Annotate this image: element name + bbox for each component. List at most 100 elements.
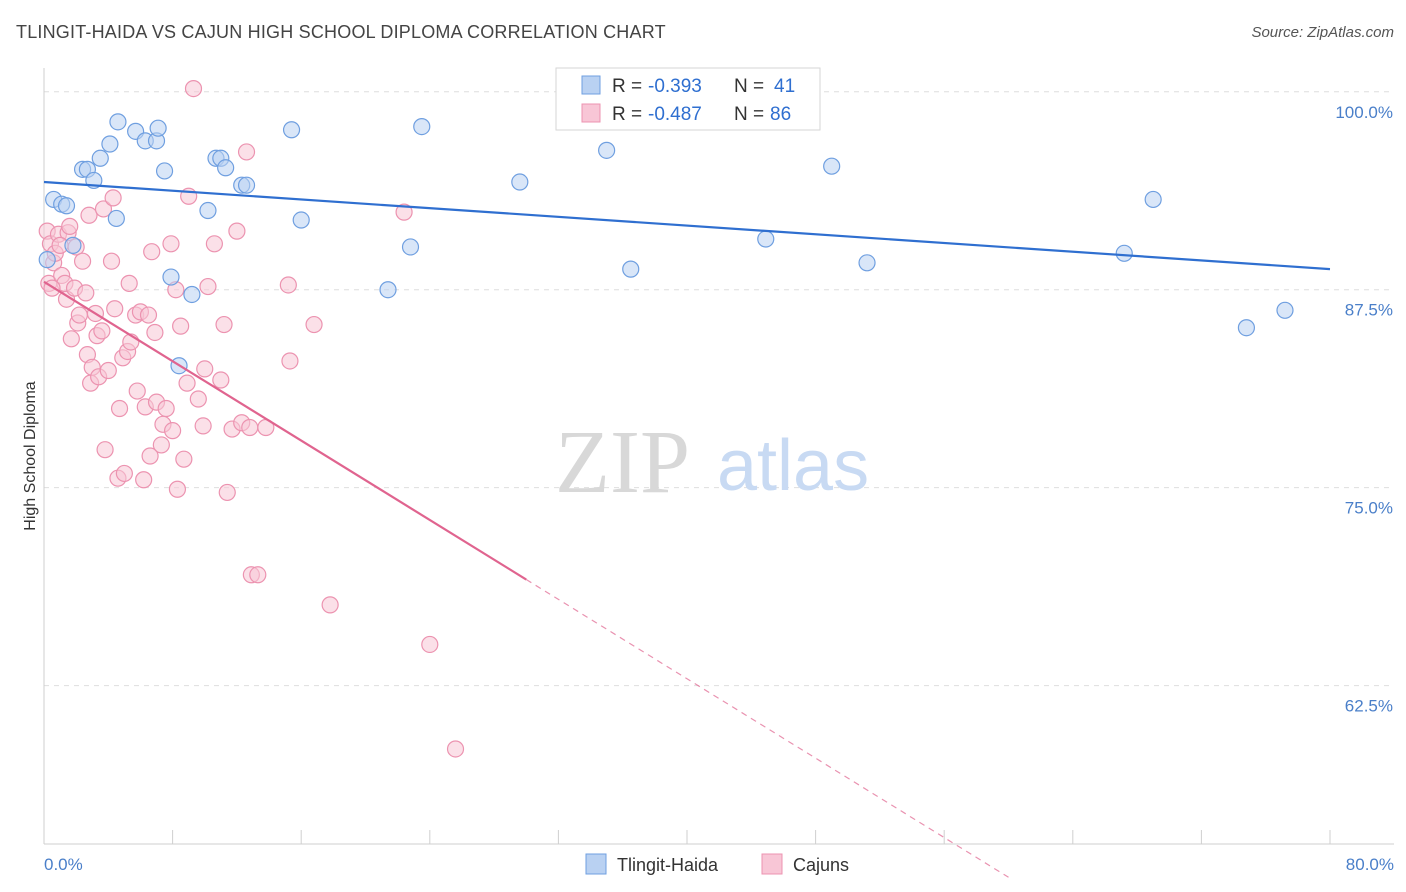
cajuns-point bbox=[184, 79, 203, 98]
legend-r-label-1: R = bbox=[612, 76, 642, 97]
tlingit-haida-point bbox=[155, 162, 174, 180]
cajuns-point bbox=[279, 276, 297, 294]
legend-swatch-tlingit bbox=[581, 75, 601, 95]
tlingit-haida-point bbox=[511, 173, 529, 191]
y-tick-label: 62.5% bbox=[1345, 697, 1393, 716]
cajuns-point bbox=[61, 217, 79, 235]
cajuns-point bbox=[102, 252, 121, 270]
tlingit-haida-point bbox=[91, 149, 109, 167]
x-tick-label-max: 80.0% bbox=[1346, 855, 1394, 874]
watermark-zip: ZIP bbox=[555, 413, 690, 512]
tlingit-haida-point bbox=[149, 119, 167, 137]
tlingit-haida-point bbox=[101, 135, 119, 153]
trend-line bbox=[43, 180, 1331, 271]
tlingit-haida-point bbox=[217, 159, 235, 177]
tlingit-haida-point bbox=[858, 254, 876, 272]
tlingit-haida-point bbox=[199, 201, 217, 220]
legend-r-value-1: -0.393 bbox=[648, 76, 702, 97]
legend-n-value-2: 86 bbox=[770, 104, 791, 125]
source-label: Source: ZipAtlas.com bbox=[1251, 24, 1394, 41]
cajuns-point bbox=[172, 317, 190, 335]
cajuns-point bbox=[93, 322, 111, 340]
cajuns-point bbox=[215, 315, 233, 334]
cajuns-point bbox=[196, 360, 214, 378]
x-tick-label-min: 0.0% bbox=[44, 855, 83, 874]
cajuns-point bbox=[73, 252, 92, 270]
cajuns-point bbox=[128, 382, 146, 400]
cajuns-point bbox=[110, 399, 129, 418]
tlingit-haida-point bbox=[401, 238, 420, 256]
cajuns-point bbox=[175, 450, 193, 468]
y-axis-label: High School Diploma bbox=[22, 381, 39, 531]
tlingit-haida-point bbox=[757, 230, 775, 248]
tlingit-haida-point bbox=[237, 176, 256, 194]
tlingit-haida-point bbox=[1144, 190, 1162, 209]
cajuns-point bbox=[162, 235, 180, 253]
cajuns-point bbox=[139, 306, 158, 324]
cajuns-point bbox=[321, 596, 339, 614]
trend-lines bbox=[43, 180, 1331, 878]
cajuns-point bbox=[199, 277, 217, 296]
cajuns-point bbox=[80, 206, 98, 224]
cajuns-point bbox=[120, 274, 138, 292]
cajuns-point bbox=[106, 300, 124, 318]
cajuns-point bbox=[421, 635, 439, 654]
cajuns-point bbox=[94, 200, 113, 218]
bottom-legend-swatch-tlingit bbox=[585, 853, 607, 875]
tlingit-haida-point bbox=[413, 117, 431, 136]
cajuns-point bbox=[178, 374, 196, 392]
tlingit-haida-point bbox=[38, 251, 56, 269]
cajuns-point bbox=[281, 352, 299, 370]
legend-swatch-cajuns bbox=[581, 103, 601, 123]
y-tick-labels: 100.0% 87.5% 75.0% 62.5% bbox=[1335, 103, 1393, 716]
trend-line-extension bbox=[525, 579, 1009, 878]
y-tick-label: 75.0% bbox=[1345, 499, 1393, 518]
tlingit-haida-point bbox=[183, 285, 201, 304]
bottom-legend-label-tlingit: Tlingit-Haida bbox=[617, 855, 719, 875]
cajuns-point bbox=[237, 143, 256, 161]
cajuns-point bbox=[395, 203, 413, 221]
tlingit-haida-point bbox=[282, 121, 301, 139]
cajuns-point bbox=[228, 222, 246, 240]
watermark-atlas: atlas bbox=[717, 426, 869, 506]
cajuns-point bbox=[96, 441, 114, 459]
legend-n-label-1: N = bbox=[734, 76, 764, 97]
cajuns-point bbox=[168, 480, 187, 498]
legend-n-label-2: N = bbox=[734, 104, 764, 125]
cajuns-point bbox=[218, 483, 236, 502]
cajuns-point bbox=[143, 243, 161, 261]
tlingit-haida-point bbox=[1115, 244, 1133, 262]
cajuns-point bbox=[241, 418, 259, 437]
tlingit-haida-point bbox=[622, 260, 640, 278]
legend-bottom: Tlingit-Haida Cajuns bbox=[585, 853, 849, 875]
cajuns-point bbox=[194, 417, 212, 435]
cajuns-point bbox=[99, 361, 117, 380]
tlingit-haida-point bbox=[107, 209, 125, 228]
x-ticks bbox=[43, 830, 1331, 844]
cajuns-point bbox=[189, 390, 207, 408]
cajuns-point bbox=[77, 284, 95, 302]
cajuns-point bbox=[205, 235, 223, 253]
y-tick-label: 100.0% bbox=[1335, 103, 1393, 122]
tlingit-haida-point bbox=[292, 211, 310, 229]
tlingit-haida-point bbox=[379, 281, 397, 299]
bottom-legend-swatch-cajuns bbox=[761, 853, 783, 875]
cajuns-point bbox=[249, 566, 267, 584]
cajuns-point bbox=[115, 464, 133, 483]
legend-n-value-1: 41 bbox=[774, 76, 795, 97]
legend-r-label-2: R = bbox=[612, 104, 642, 125]
cajuns-point bbox=[70, 306, 88, 324]
tlingit-haida-point bbox=[1237, 319, 1256, 337]
tlingit-haida-point bbox=[1276, 301, 1294, 319]
cajuns-point bbox=[157, 399, 175, 418]
y-tick-label: 87.5% bbox=[1345, 301, 1393, 320]
cajuns-point bbox=[62, 330, 80, 348]
tlingit-haida-point bbox=[57, 197, 76, 215]
cajuns-point bbox=[446, 740, 465, 758]
cajuns-point bbox=[164, 422, 182, 440]
cajuns-point bbox=[104, 189, 122, 207]
cajuns-point bbox=[212, 371, 230, 389]
cajuns-point bbox=[305, 315, 323, 334]
trend-line bbox=[43, 280, 527, 581]
